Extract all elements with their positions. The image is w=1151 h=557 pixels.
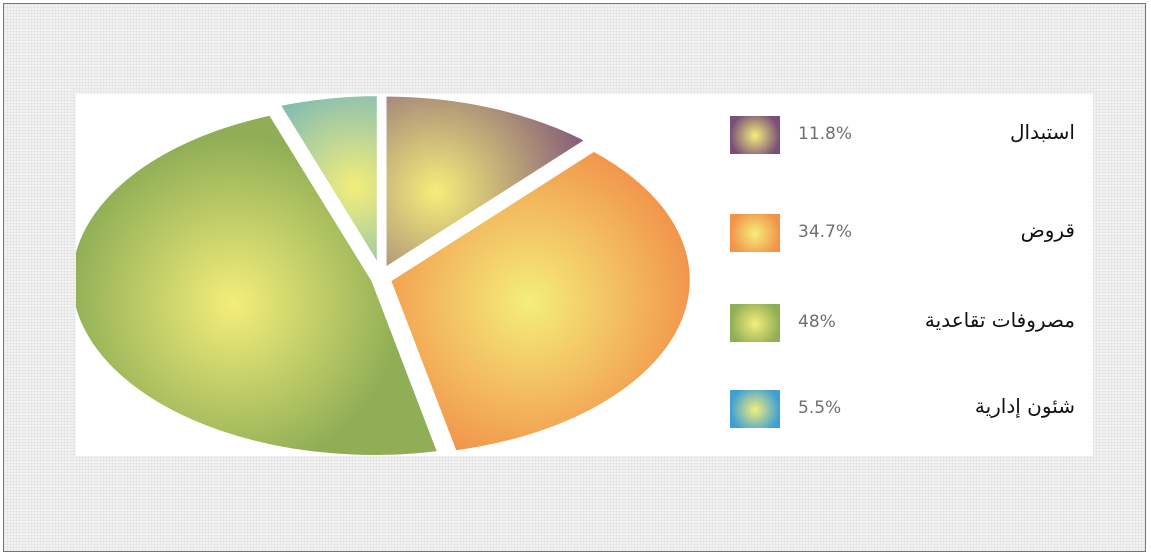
pie-slice-3 [273,94,383,275]
legend-value-2: 48% [798,312,836,332]
legend-swatch-0 [730,116,780,154]
legend-swatch-1 [730,214,780,252]
legend-label-3: شئون إدارية [974,394,1075,418]
chart-panel [76,94,1093,456]
pie-slice-0 [380,94,593,275]
legend-swatch-3 [730,390,780,428]
legend-swatch-2 [730,304,780,342]
legend-label-1: قروض [1020,218,1075,242]
legend-value-0: 11.8% [798,124,853,144]
legend-label-2: مصروفات تقاعدية [924,308,1075,332]
pie-slice-1 [384,145,696,456]
legend-value-1: 34.7% [798,222,853,242]
pie-slice-2 [76,109,444,456]
chart-frame: 11.8% استبدال 34.7% قروض 48% مصروفات تقا… [3,3,1146,552]
pie-chart [76,94,696,456]
legend-value-3: 5.5% [798,398,842,418]
legend-label-0: استبدال [1010,120,1075,144]
